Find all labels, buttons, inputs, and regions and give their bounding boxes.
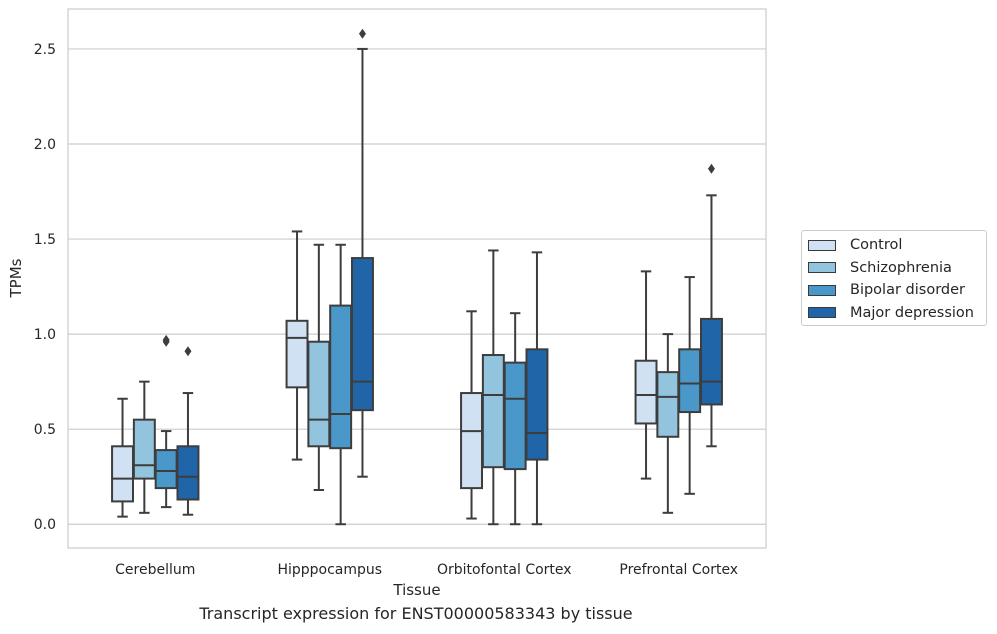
y-axis-label: TPMs bbox=[7, 258, 25, 298]
box bbox=[176, 445, 200, 501]
y-tick-label: 0.0 bbox=[34, 517, 56, 533]
outlier-point bbox=[358, 28, 366, 39]
legend-label: Bipolar disorder bbox=[850, 282, 965, 298]
y-tick-label: 0.5 bbox=[34, 422, 56, 438]
x-tick-label: Hipppocampus bbox=[277, 562, 382, 578]
series-bipolar-disorder bbox=[154, 243, 702, 526]
plot-area-frame bbox=[67, 8, 767, 549]
chart-caption: Transcript expression for ENST0000058334… bbox=[199, 604, 633, 623]
box bbox=[678, 348, 702, 414]
box bbox=[481, 354, 505, 469]
legend-label: Control bbox=[850, 237, 903, 253]
box bbox=[285, 319, 309, 389]
legend-label: Schizophrenia bbox=[850, 259, 952, 276]
box bbox=[656, 371, 680, 438]
outlier-point bbox=[707, 163, 715, 174]
chart-legend: Control Schizophrenia Bipolar disorder Majo… bbox=[801, 230, 987, 326]
series-major-depression bbox=[176, 28, 723, 526]
x-axis-ticks: Cerebellum Hipppocampus Orbitofontal Corte… bbox=[115, 562, 738, 578]
gridlines bbox=[68, 48, 766, 525]
x-tick-label: Prefrontal Cortex bbox=[619, 562, 738, 578]
x-tick-label: Cerebellum bbox=[115, 562, 195, 578]
box bbox=[111, 445, 135, 503]
box bbox=[525, 348, 549, 461]
series-control bbox=[111, 230, 658, 520]
legend-swatch bbox=[808, 284, 836, 296]
legend-item: Major depression bbox=[808, 303, 974, 323]
legend-item: Bipolar disorder bbox=[808, 280, 965, 300]
x-tick-label: Orbitofontal Cortex bbox=[437, 562, 572, 578]
legend-item: Control bbox=[808, 235, 902, 255]
y-tick-label: 1.5 bbox=[34, 232, 56, 248]
box bbox=[503, 361, 527, 471]
outlier-point bbox=[162, 334, 170, 345]
y-tick-label: 1.0 bbox=[34, 327, 56, 343]
box bbox=[350, 257, 374, 412]
y-tick-label: 2.0 bbox=[34, 137, 56, 153]
x-axis-label: Tissue bbox=[392, 581, 440, 599]
legend-label: Major depression bbox=[850, 304, 974, 321]
legend-swatch bbox=[808, 262, 836, 273]
legend-swatch bbox=[808, 239, 836, 251]
legend-item: Schizophrenia bbox=[808, 258, 952, 278]
box bbox=[329, 304, 353, 450]
y-tick-label: 2.5 bbox=[34, 42, 56, 58]
box bbox=[460, 392, 484, 490]
box-plot-series bbox=[111, 28, 723, 526]
series-schizophrenia bbox=[132, 243, 680, 526]
box bbox=[154, 449, 178, 490]
outlier-point bbox=[184, 346, 192, 357]
box bbox=[634, 359, 658, 425]
legend-swatch bbox=[808, 307, 836, 318]
box bbox=[699, 317, 723, 406]
y-axis-ticks: 0.0 0.5 1.0 1.5 2.0 2.5 bbox=[34, 42, 56, 533]
box bbox=[132, 418, 156, 480]
box bbox=[307, 340, 331, 448]
